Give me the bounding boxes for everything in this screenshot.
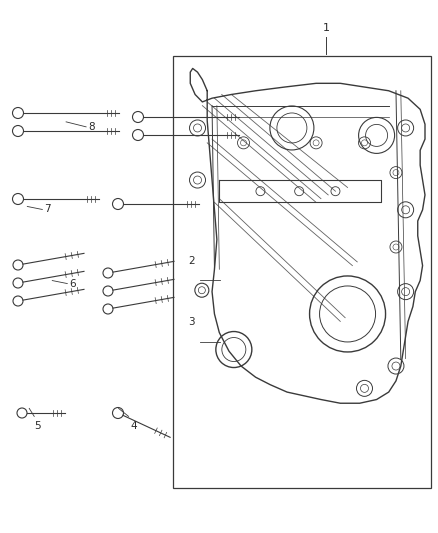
Text: 8: 8 [88, 122, 95, 132]
Text: 5: 5 [34, 422, 41, 431]
Text: 4: 4 [130, 422, 137, 431]
Bar [173, 56, 431, 488]
Text: 6: 6 [69, 279, 76, 288]
Text: 3: 3 [188, 317, 195, 327]
Text: 1: 1 [323, 23, 330, 33]
Text: 7: 7 [44, 205, 51, 214]
Text: 2: 2 [188, 256, 195, 266]
